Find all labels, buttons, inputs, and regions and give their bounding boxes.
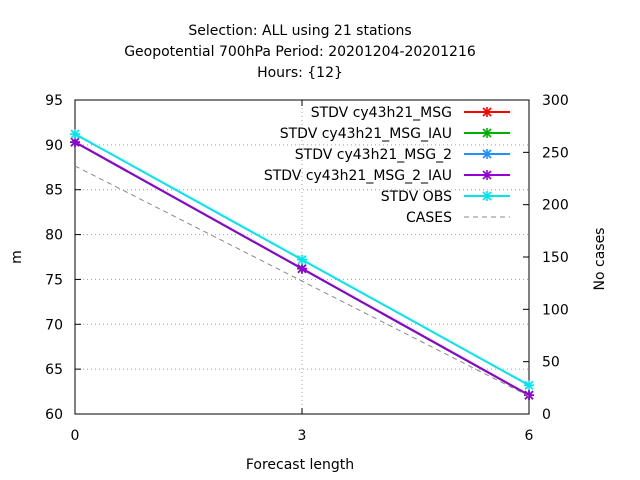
series-point xyxy=(297,254,307,265)
y2-tick-label: 50 xyxy=(542,355,560,371)
series-point xyxy=(70,129,80,140)
series-point xyxy=(70,137,80,148)
y2-tick-label: 200 xyxy=(542,198,569,214)
y-axis-label: m xyxy=(9,250,25,264)
y2-axis-label: No cases xyxy=(592,228,608,291)
x-tick-label: 0 xyxy=(71,428,80,444)
legend-label: CASES xyxy=(406,210,452,226)
y-tick-label: 90 xyxy=(45,138,63,154)
legend-marker xyxy=(482,128,492,138)
legend-label: STDV cy43h21_MSG_IAU xyxy=(280,126,452,142)
y-tick-label: 75 xyxy=(45,272,63,288)
legend-marker xyxy=(482,170,492,180)
x-tick-label: 3 xyxy=(298,428,307,444)
legend-label: STDV cy43h21_MSG_2 xyxy=(295,147,452,163)
series-point xyxy=(297,263,307,274)
y-tick-label: 65 xyxy=(45,362,63,378)
series-point xyxy=(524,380,534,391)
legend-label: STDV cy43h21_MSG_2_IAU xyxy=(264,168,452,184)
chart-title-line: Hours: {12} xyxy=(257,65,343,81)
y2-tick-label: 150 xyxy=(542,250,569,266)
x-tick-label: 6 xyxy=(525,428,534,444)
y-tick-label: 95 xyxy=(45,93,63,109)
y-tick-label: 85 xyxy=(45,183,63,199)
y2-tick-label: 250 xyxy=(542,145,569,161)
y-tick-label: 80 xyxy=(45,228,63,244)
chart-title-line: Geopotential 700hPa Period: 20201204-202… xyxy=(124,44,476,60)
legend-marker xyxy=(482,191,492,201)
legend-label: STDV cy43h21_MSG xyxy=(311,105,452,121)
series-line xyxy=(74,165,530,397)
y-tick-label: 70 xyxy=(45,317,63,333)
legend-label: STDV OBS xyxy=(381,189,452,205)
x-axis-label: Forecast length xyxy=(246,457,354,473)
chart-title-line: Selection: ALL using 21 stations xyxy=(188,23,411,39)
y2-tick-label: 100 xyxy=(542,302,569,318)
y2-tick-label: 0 xyxy=(542,407,551,423)
legend-marker xyxy=(482,149,492,159)
legend-marker xyxy=(482,107,492,117)
series-point xyxy=(524,390,534,401)
y-tick-label: 60 xyxy=(45,407,63,423)
y2-tick-label: 300 xyxy=(542,93,569,109)
